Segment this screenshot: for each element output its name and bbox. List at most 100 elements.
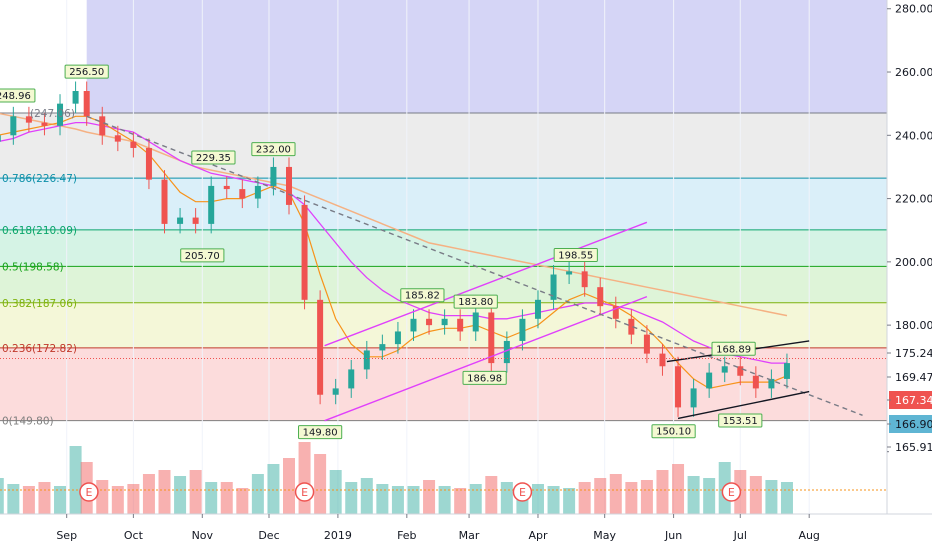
candle-body — [690, 388, 697, 408]
trendline-channel-upper[interactable] — [324, 221, 648, 347]
time-tick-label: May — [593, 529, 616, 542]
trendline-channel-lower[interactable] — [324, 296, 648, 422]
earnings-marker-circle — [294, 482, 315, 502]
candle-body — [317, 299, 324, 395]
price-callout: 229.35 — [191, 150, 236, 165]
volume-bar — [594, 478, 607, 514]
earnings-marker-label: E — [519, 486, 526, 499]
trendline-pennant-lower[interactable] — [677, 390, 810, 420]
candle-body — [612, 306, 619, 319]
candle-body — [721, 366, 728, 373]
trendline-downtrend[interactable] — [86, 115, 863, 416]
price-callout: 150.10 — [651, 424, 696, 439]
price-tag-label: 167.34 — [895, 394, 932, 407]
price-callout-label: 185.82 — [405, 291, 440, 302]
price-callout-label: 198.55 — [558, 250, 593, 261]
candle-body — [239, 189, 246, 199]
time-tick-label: Mar — [459, 529, 480, 542]
candle-body — [285, 166, 292, 205]
price-callout-box — [0, 88, 36, 103]
price-callout: 205.70 — [180, 248, 225, 263]
volume-bar — [609, 474, 622, 514]
fib-level-label: 0.618(210.09) — [2, 225, 77, 237]
volume-bar — [314, 454, 327, 514]
earnings-marker-label: E — [301, 486, 308, 499]
time-tick-label: Nov — [192, 529, 214, 542]
price-callout-label: 232.00 — [256, 145, 291, 156]
candle-body — [223, 185, 230, 190]
candle-body — [737, 366, 744, 376]
candle-body — [643, 334, 650, 354]
candle-body — [10, 116, 17, 136]
volume-bar — [765, 480, 778, 514]
volume-bar — [687, 476, 700, 514]
fib-zone-0 — [0, 347, 887, 421]
time-tick-label: Oct — [124, 529, 144, 542]
volume-bar — [142, 474, 155, 514]
earnings-marker[interactable]: E — [721, 482, 742, 502]
earnings-marker[interactable]: E — [512, 482, 533, 502]
price-callout-label: 168.89 — [716, 344, 751, 355]
volume-bar — [376, 484, 389, 514]
price-tag-background — [889, 438, 932, 456]
candle-body — [254, 185, 261, 199]
price-callout: 232.00 — [251, 142, 296, 157]
price-callout-label: 205.70 — [185, 251, 220, 262]
fib-zone-top — [86, 0, 888, 113]
price-tick-label: 200.00 — [895, 256, 932, 269]
price-callout-label: 183.80 — [458, 297, 493, 308]
volume-bar — [22, 486, 35, 514]
earnings-marker[interactable]: E — [294, 482, 315, 502]
earnings-marker-circle — [512, 482, 533, 502]
candle-body — [332, 388, 339, 395]
price-tick-label: 220.00 — [895, 193, 932, 206]
candle-body — [301, 204, 308, 300]
volume-bar — [0, 478, 4, 514]
volume-bar — [423, 480, 436, 514]
candle-body — [394, 331, 401, 345]
price-axis[interactable]: 140.00180.00200.00220.00240.00260.00280.… — [0, 0, 932, 514]
candle-body — [659, 353, 666, 367]
price-callout: 186.98 — [462, 370, 507, 385]
earnings-marker-label: E — [728, 486, 735, 499]
volume-bar — [407, 486, 420, 514]
earnings-marker[interactable]: E — [79, 482, 99, 502]
volume-bar — [189, 470, 202, 514]
time-axis-background — [0, 514, 932, 550]
price-callout-box — [64, 64, 109, 79]
candle-body — [363, 350, 370, 370]
sma-fast-line — [0, 115, 788, 390]
volume-bar — [329, 470, 342, 514]
price-tick-label: 260.00 — [895, 66, 932, 79]
candle-body — [752, 375, 759, 389]
candle-body — [426, 318, 433, 326]
price-callout: 183.80 — [453, 294, 498, 309]
candle-body — [130, 141, 137, 148]
price-callout-box — [462, 370, 507, 385]
price-callout-box — [180, 248, 225, 263]
volume-bar — [267, 464, 280, 514]
volume-bar — [158, 470, 171, 514]
price-callout: 185.82 — [400, 288, 445, 303]
candle-body — [379, 344, 386, 351]
time-axis[interactable]: Sep Oct Nov Dec 2019 Feb Mar Apr May Jun Jul Aug — [0, 513, 932, 550]
fib-level-label: 0.382(187.06) — [2, 298, 77, 310]
candle-body — [488, 312, 495, 364]
candle-body — [503, 340, 510, 364]
moving-averages — [0, 112, 788, 390]
volume-bar — [563, 488, 576, 514]
price-tick-label: 240.00 — [895, 129, 932, 142]
candle-body — [0, 135, 1, 142]
volume-bar — [111, 486, 124, 514]
volume-bar — [656, 470, 669, 514]
candle-body — [41, 122, 48, 126]
volume-bar — [96, 480, 109, 514]
volume-bar — [391, 486, 404, 514]
volume-bar — [127, 484, 140, 514]
price-callout-box — [711, 341, 756, 356]
fib-zone-0.5 — [0, 229, 887, 267]
volume-bar — [38, 482, 51, 514]
volume-bar — [672, 464, 685, 514]
